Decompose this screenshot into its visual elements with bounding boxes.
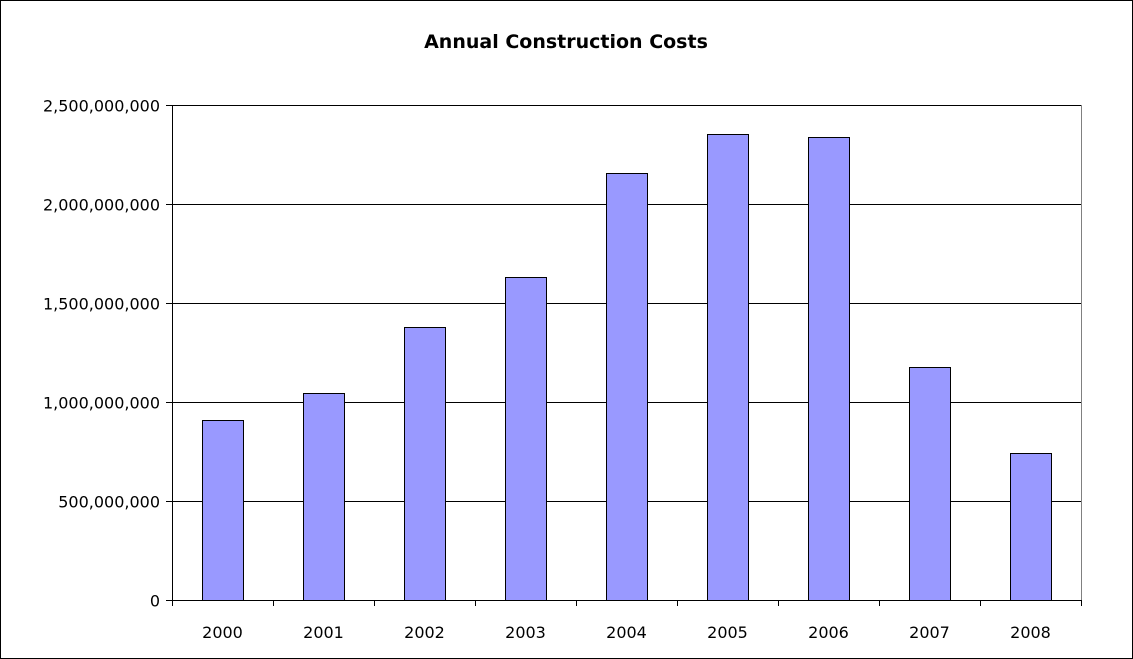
bar <box>404 327 446 601</box>
y-tick-label: 1,000,000,000 <box>43 394 160 413</box>
bar <box>303 393 345 601</box>
x-tick-label: 2004 <box>606 623 647 642</box>
x-tick-label: 2002 <box>404 623 445 642</box>
y-tick-label: 500,000,000 <box>58 493 160 512</box>
bar <box>909 367 951 601</box>
y-tick-label: 0 <box>150 592 160 611</box>
bar <box>1010 453 1052 601</box>
bar <box>606 173 648 601</box>
bar <box>202 420 244 601</box>
chart-title: Annual Construction Costs <box>424 31 708 53</box>
bar <box>707 134 749 601</box>
bar <box>808 137 850 601</box>
x-tick-label: 2003 <box>505 623 546 642</box>
x-tick-label: 2007 <box>909 623 950 642</box>
y-tick-label: 1,500,000,000 <box>43 295 160 314</box>
x-tick-label: 2008 <box>1010 623 1051 642</box>
bar <box>505 277 547 601</box>
x-tick-label: 2000 <box>202 623 243 642</box>
bars <box>202 134 1052 601</box>
axes <box>166 105 1082 606</box>
y-tick-label: 2,000,000,000 <box>43 196 160 215</box>
x-tick-label: 2005 <box>707 623 748 642</box>
x-tick-labels: 2000 2001 2002 2003 2004 2005 2006 2007 2008 <box>202 623 1051 642</box>
x-tick-label: 2001 <box>303 623 344 642</box>
y-tick-label: 2,500,000,000 <box>43 97 160 116</box>
x-tick-label: 2006 <box>808 623 849 642</box>
y-tick-labels: 0 500,000,000 1,000,000,000 1,500,000,000 2,… <box>43 97 160 611</box>
